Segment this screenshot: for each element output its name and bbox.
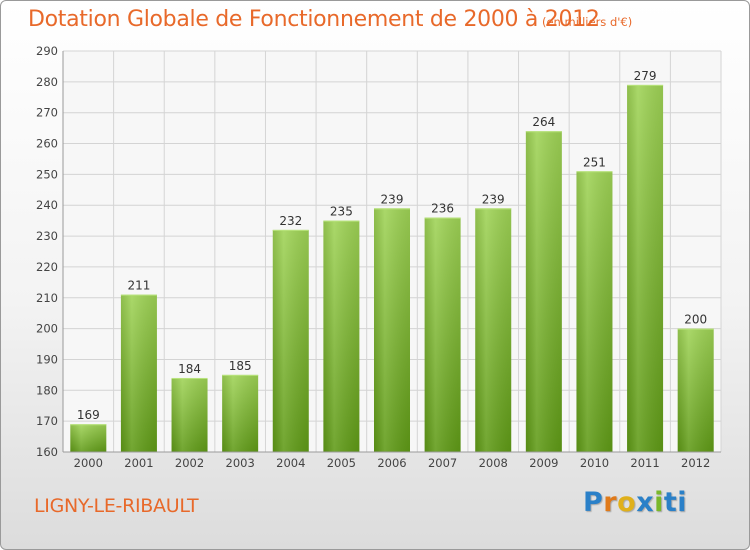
bar-shading [323, 220, 360, 452]
y-tick-label: 180 [36, 383, 58, 397]
chart-title: Dotation Globale de Fonctionnement de 20… [28, 7, 600, 32]
bar-value-label: 235 [330, 205, 353, 219]
bar-value-label: 279 [634, 69, 657, 83]
logo-letter: t [663, 487, 678, 518]
logo-letter: r [603, 487, 618, 518]
logo-letter: i [654, 487, 664, 518]
y-tick-label: 220 [36, 260, 58, 274]
y-tick-label: 190 [36, 352, 58, 366]
bar-shading [272, 229, 309, 452]
x-tick-label: 2011 [630, 456, 659, 470]
x-tick-label: 2012 [681, 456, 710, 470]
bar-shading [70, 424, 107, 452]
bar-shading [222, 374, 259, 452]
y-tick-label: 230 [36, 229, 58, 243]
logo-letter: P [583, 487, 604, 518]
x-tick-label: 2002 [175, 456, 204, 470]
x-tick-label: 2006 [377, 456, 406, 470]
bar-value-label: 211 [127, 279, 150, 293]
labels: 160 170 180 190 200 210 220 230 240 250 260 270 280 2… [36, 44, 710, 470]
x-tick-label: 2010 [580, 456, 609, 470]
logo-letter: x [636, 487, 655, 518]
bar-value-label: 264 [532, 115, 555, 129]
axes [62, 51, 721, 453]
bar-shading [120, 294, 157, 452]
commune-name: LIGNY-LE-RIBAULT [34, 495, 199, 517]
bar-shading [424, 217, 461, 452]
y-tick-label: 250 [36, 167, 58, 181]
x-tick-label: 2000 [74, 456, 103, 470]
y-tick-label: 200 [36, 322, 58, 336]
x-tick-label: 2009 [529, 456, 558, 470]
bar-shading [677, 328, 714, 452]
x-tick-label: 2008 [479, 456, 508, 470]
y-tick-label: 270 [36, 106, 58, 120]
x-tick-label: 2004 [276, 456, 305, 470]
bar-value-label: 185 [229, 359, 252, 373]
bar-shading [475, 208, 512, 452]
bar-shading [374, 208, 410, 452]
logo-letter: o [617, 487, 637, 518]
y-tick-label: 290 [36, 44, 58, 58]
y-tick-label: 280 [36, 75, 58, 89]
proxiti-logo[interactable]: Proxiti [583, 487, 687, 518]
bar-value-label: 184 [178, 362, 201, 376]
bar-shading [576, 171, 613, 453]
y-tick-label: 170 [36, 414, 58, 428]
chart-unit-note: (en milliers d'€) [542, 15, 633, 29]
bars [70, 84, 714, 453]
bar-value-label: 232 [279, 214, 302, 228]
x-tick-label: 2005 [327, 456, 356, 470]
y-tick-label: 210 [36, 291, 58, 305]
bar-shading [627, 84, 664, 452]
bar-value-label: 251 [583, 155, 606, 169]
x-tick-label: 2001 [124, 456, 153, 470]
y-tick-label: 160 [36, 445, 58, 459]
bar-value-label: 239 [482, 192, 505, 206]
bar-value-label: 169 [77, 408, 100, 422]
bar-shading [525, 131, 562, 452]
y-tick-label: 240 [36, 198, 58, 212]
x-tick-label: 2007 [428, 456, 457, 470]
logo-letter: i [677, 487, 688, 518]
x-tick-label: 2003 [226, 456, 255, 470]
bar-shading [171, 377, 208, 452]
bar-value-label: 239 [381, 192, 404, 206]
bar-value-label: 200 [684, 313, 707, 327]
bar-value-label: 236 [431, 202, 454, 216]
y-tick-label: 260 [36, 137, 58, 151]
